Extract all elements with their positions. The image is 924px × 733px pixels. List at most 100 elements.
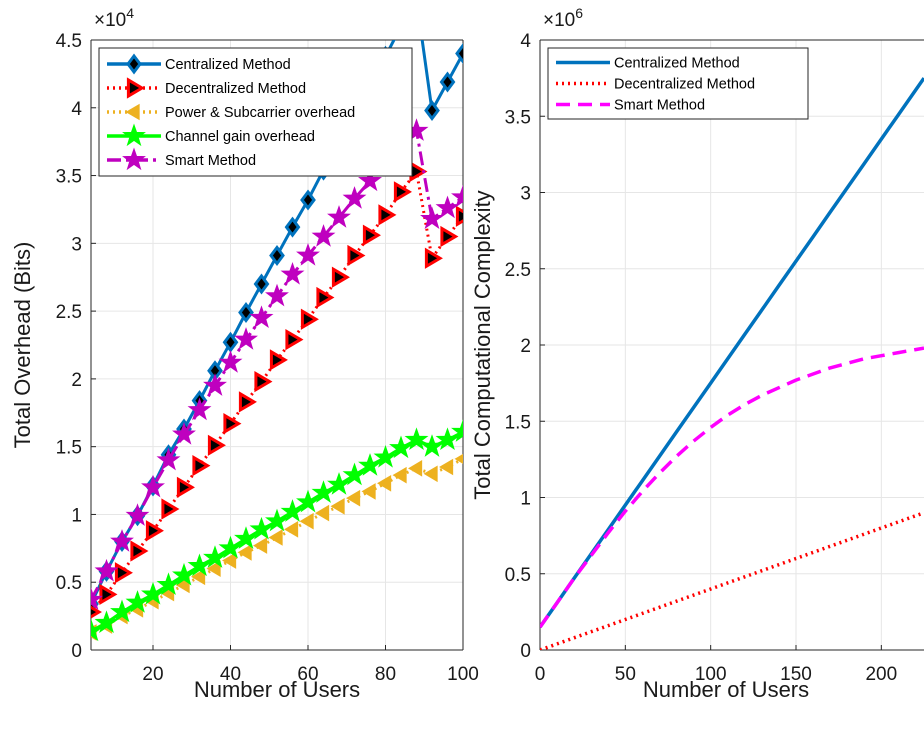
series-channel-gain-overhead-marker bbox=[296, 489, 320, 513]
y-tick-label: 2.5 bbox=[505, 260, 531, 281]
series-channel-gain-overhead-marker bbox=[172, 562, 196, 586]
series-smart-method-marker bbox=[249, 305, 274, 329]
series-decentralized-method-marker bbox=[238, 391, 257, 413]
legend-decentralized-method-label: Decentralized Method bbox=[165, 81, 306, 97]
series-centralized-method-marker bbox=[284, 216, 301, 238]
series-channel-gain-overhead-marker bbox=[156, 572, 181, 596]
series-decentralized-method-marker bbox=[176, 476, 195, 498]
x-tick-label: 60 bbox=[297, 664, 318, 685]
legend-box bbox=[547, 47, 809, 120]
series-smart-method-marker bbox=[91, 587, 103, 610]
y-tick-label: 1 bbox=[71, 505, 82, 526]
series-channel-gain-overhead-marker bbox=[125, 590, 150, 613]
series-channel-gain-overhead-marker bbox=[358, 453, 382, 476]
y-tick-label: 1.5 bbox=[56, 438, 82, 459]
series-decentralized-method-line bbox=[91, 170, 463, 613]
series-smart-method-marker bbox=[358, 168, 382, 192]
x-axis-label: Number of Users bbox=[194, 677, 360, 702]
series-smart-method bbox=[540, 346, 924, 629]
series-smart-method-line bbox=[540, 346, 924, 629]
series-channel-gain-overhead bbox=[91, 419, 463, 642]
y-tick-label: 4 bbox=[71, 99, 82, 120]
complexity-chart: 0 50 100 150 200 0 0.5 1 1.5 2 2.5 3 3.5 4 ×106 Number … bbox=[470, 5, 924, 702]
x-tick-label: 20 bbox=[142, 664, 163, 685]
legend-centralized-method-marker bbox=[126, 53, 142, 75]
series-power-subcarrier-overhead-marker bbox=[346, 489, 361, 507]
y-tick-label: 0.5 bbox=[56, 573, 82, 594]
series-centralized-method-marker bbox=[439, 71, 456, 93]
series-channel-gain-overhead-marker bbox=[389, 435, 413, 459]
exponent-power: 6 bbox=[575, 5, 583, 21]
series-channel-gain-overhead-marker bbox=[311, 480, 336, 503]
y-tick-label: 1.5 bbox=[505, 412, 531, 433]
legend: Centralized Method Decentralized Method Sm… bbox=[547, 47, 809, 120]
legend-channel-gain-overhead-marker bbox=[122, 123, 146, 147]
legend-decentralized-method-label: Decentralized Method bbox=[614, 77, 755, 93]
series-smart-method-marker bbox=[327, 205, 351, 228]
series-decentralized-method-marker bbox=[161, 498, 180, 520]
series-power-subcarrier-overhead-marker bbox=[439, 458, 454, 476]
legend-box bbox=[98, 47, 413, 177]
series-power-subcarrier-overhead-marker bbox=[284, 521, 299, 538]
series-power-subcarrier-overhead-marker bbox=[454, 453, 463, 464]
series-decentralized-method-marker bbox=[269, 349, 288, 371]
legend-smart-method-label: Smart Method bbox=[614, 98, 705, 114]
series-channel-gain-overhead-marker bbox=[203, 545, 227, 568]
series-centralized-method-marker bbox=[269, 245, 285, 267]
y-tick-label: 1 bbox=[520, 489, 531, 510]
series-channel-gain-overhead-marker bbox=[451, 419, 463, 442]
y-exponent-label: ×104 bbox=[94, 5, 134, 31]
series-smart-method-marker bbox=[234, 327, 258, 350]
y-tick-label: 0 bbox=[520, 641, 531, 662]
legend-power-subcarrier-overhead-label: Power & Subcarrier overhead bbox=[165, 105, 355, 121]
x-tick-label: 0 bbox=[535, 664, 546, 685]
series-centralized-method-marker bbox=[238, 301, 254, 323]
series-channel-gain-overhead-marker bbox=[435, 427, 460, 451]
series-decentralized-method-marker bbox=[300, 308, 319, 330]
series-smart-method-marker bbox=[420, 206, 444, 230]
legend-smart-method-label: Smart Method bbox=[165, 153, 256, 169]
y-tick-label: 3.5 bbox=[505, 107, 531, 128]
series-decentralized-method-marker bbox=[424, 247, 443, 269]
series-smart-method-marker bbox=[280, 261, 305, 285]
exponent-power: 4 bbox=[126, 5, 134, 21]
series-smart-method-marker bbox=[125, 503, 150, 526]
series-channel-gain-overhead-marker bbox=[265, 508, 289, 532]
legend: Centralized Method Decentralized Method Po… bbox=[98, 47, 413, 177]
series-decentralized-method-marker bbox=[440, 225, 459, 248]
series-decentralized-method-marker bbox=[331, 266, 350, 288]
series-decentralized-method-marker bbox=[207, 434, 226, 456]
legend-decentralized-method-marker bbox=[126, 77, 145, 99]
series-channel-gain-overhead-marker bbox=[234, 526, 258, 549]
series-smart-method-marker bbox=[265, 283, 289, 307]
series-smart-method-marker bbox=[451, 184, 463, 208]
series-power-subcarrier-overhead-marker bbox=[315, 504, 330, 522]
series-smart-method-marker bbox=[141, 474, 165, 498]
x-axis-label: Number of Users bbox=[643, 677, 809, 702]
series-centralized-method-marker bbox=[411, 0, 423, 7]
y-tick-label: 3.5 bbox=[56, 167, 82, 188]
plot-area bbox=[540, 77, 924, 650]
series-decentralized-method bbox=[91, 160, 463, 619]
series-power-subcarrier-overhead-marker bbox=[392, 466, 407, 484]
plot-area bbox=[91, 0, 463, 642]
series-power-subcarrier-overhead-marker bbox=[268, 529, 283, 546]
series-decentralized-method-marker bbox=[285, 328, 304, 351]
series-centralized-method-marker bbox=[300, 189, 316, 211]
series-power-subcarrier-overhead-marker bbox=[237, 544, 252, 561]
legend-centralized-method-label: Centralized Method bbox=[165, 57, 291, 73]
series-channel-gain-overhead-marker bbox=[110, 599, 134, 623]
y-tick-label: 4.5 bbox=[56, 31, 82, 52]
series-channel-gain-overhead-marker bbox=[420, 434, 444, 457]
y-axis-label: Total Computational Complexity bbox=[470, 190, 495, 499]
series-decentralized-method-marker bbox=[99, 583, 118, 606]
series-centralized-method-marker bbox=[424, 99, 440, 121]
y-tick-label: 4 bbox=[520, 31, 531, 52]
y-tick-label: 0.5 bbox=[505, 565, 531, 586]
series-smart-method-marker bbox=[435, 195, 460, 219]
series-smart-method-marker bbox=[311, 224, 336, 247]
series-decentralized-method-marker bbox=[91, 605, 102, 619]
series-power-subcarrier-overhead-marker bbox=[361, 483, 376, 500]
series-power-subcarrier-overhead-marker bbox=[206, 560, 221, 577]
